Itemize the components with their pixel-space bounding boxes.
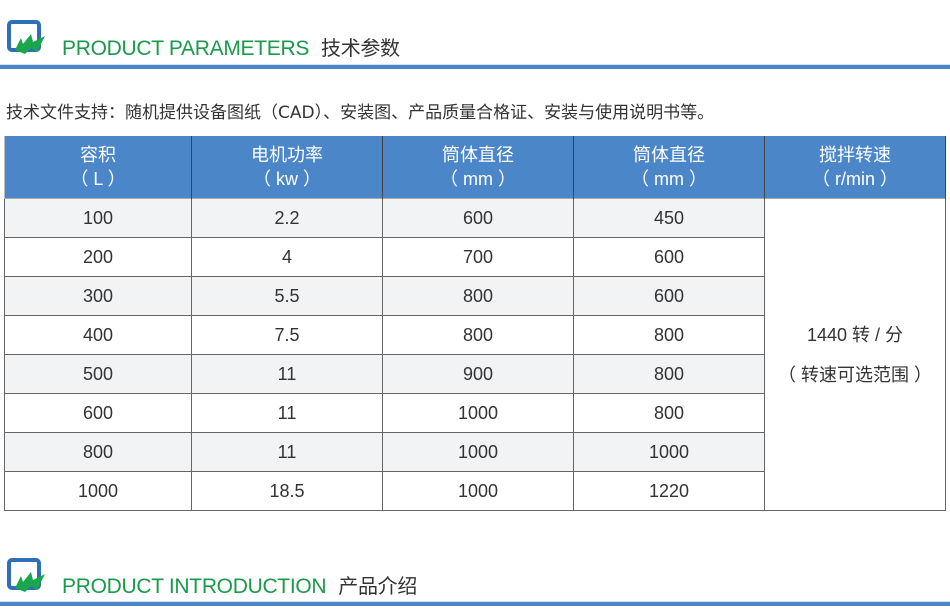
table-row: 1000 18.5 1000 1220 xyxy=(4,471,946,511)
table-cell: 18.5 xyxy=(191,471,383,511)
table-cell: 800 xyxy=(382,276,574,316)
table-cell: 200 xyxy=(4,237,192,277)
speed-cell: 1440 转 / 分 （ 转速可选范围 ） xyxy=(764,198,946,511)
table-row: 500 11 900 800 xyxy=(4,354,946,394)
table-row: 300 5.5 800 600 xyxy=(4,276,946,316)
divider xyxy=(0,601,950,606)
speed-note: （ 转速可选范围 ） xyxy=(777,364,932,385)
speed-value: 1440 转 / 分 xyxy=(806,324,904,345)
table-row: 400 7.5 800 800 xyxy=(4,315,946,355)
table-cell: 1000 xyxy=(382,432,574,472)
section-title-cn: 技术参数 xyxy=(321,38,400,60)
table-cell: 800 xyxy=(382,315,574,355)
table-cell: 5.5 xyxy=(191,276,383,316)
table-cell: 700 xyxy=(382,237,574,277)
header-cell: 筒体直径（ mm ） xyxy=(382,136,574,199)
table-cell: 450 xyxy=(573,198,765,238)
table-cell: 11 xyxy=(191,393,383,433)
table-cell: 1000 xyxy=(573,432,765,472)
table-cell: 800 xyxy=(573,354,765,394)
table-cell: 600 xyxy=(4,393,192,433)
section-header-parameters: PRODUCT PARAMETERS 技术参数 xyxy=(0,12,950,72)
parameters-table: 容积（ L ） 电机功率（ kw ） 筒体直径（ mm ） 筒体直径（ mm ）… xyxy=(4,136,946,511)
divider xyxy=(0,64,950,69)
section-title: PRODUCT INTRODUCTION 产品介绍 xyxy=(62,575,418,598)
table-cell: 900 xyxy=(382,354,574,394)
intro-text: 技术文件支持：随机提供设备图纸（CAD）、安装图、产品质量合格证、安装与使用说明… xyxy=(6,103,715,123)
table-cell: 600 xyxy=(382,198,574,238)
section-header-introduction: PRODUCT INTRODUCTION 产品介绍 xyxy=(0,550,950,610)
table-cell: 2.2 xyxy=(191,198,383,238)
table-cell: 600 xyxy=(573,276,765,316)
table-row: 100 2.2 600 450 1440 转 / 分（ 转速可选范围 ） xyxy=(4,198,946,511)
table-cell: 300 xyxy=(4,276,192,316)
header-cell: 容积（ L ） xyxy=(4,136,192,199)
table-cell: 4 xyxy=(191,237,383,277)
header-cell: 搅拌转速（ r/min ） xyxy=(764,136,946,199)
table-cell: 1000 xyxy=(382,393,574,433)
table-cell: 600 xyxy=(573,237,765,277)
header-cell: 筒体直径（ mm ） xyxy=(573,136,765,199)
table-cell: 1000 xyxy=(4,471,192,511)
table-header-row: 容积（ L ） 电机功率（ kw ） 筒体直径（ mm ） 筒体直径（ mm ）… xyxy=(4,136,946,199)
table-cell: 11 xyxy=(191,354,383,394)
table-cell: 1220 xyxy=(573,471,765,511)
table-cell: 800 xyxy=(573,393,765,433)
table-cell: 7.5 xyxy=(191,315,383,355)
table-cell: 400 xyxy=(4,315,192,355)
table-cell: 100 xyxy=(4,198,192,238)
table-cell: 11 xyxy=(191,432,383,472)
section-title-cn: 产品介绍 xyxy=(338,576,418,598)
header-cell: 电机功率（ kw ） xyxy=(191,136,383,199)
table-cell: 1000 xyxy=(382,471,574,511)
table-cell: 800 xyxy=(4,432,192,472)
table-row: 600 11 1000 800 xyxy=(4,393,946,433)
table-cell: 800 xyxy=(573,315,765,355)
table-row: 800 11 1000 1000 xyxy=(4,432,946,472)
table-cell: 500 xyxy=(4,354,192,394)
logo-icon xyxy=(7,20,45,54)
section-title: PRODUCT PARAMETERS 技术参数 xyxy=(62,37,400,60)
logo-icon xyxy=(7,558,45,592)
